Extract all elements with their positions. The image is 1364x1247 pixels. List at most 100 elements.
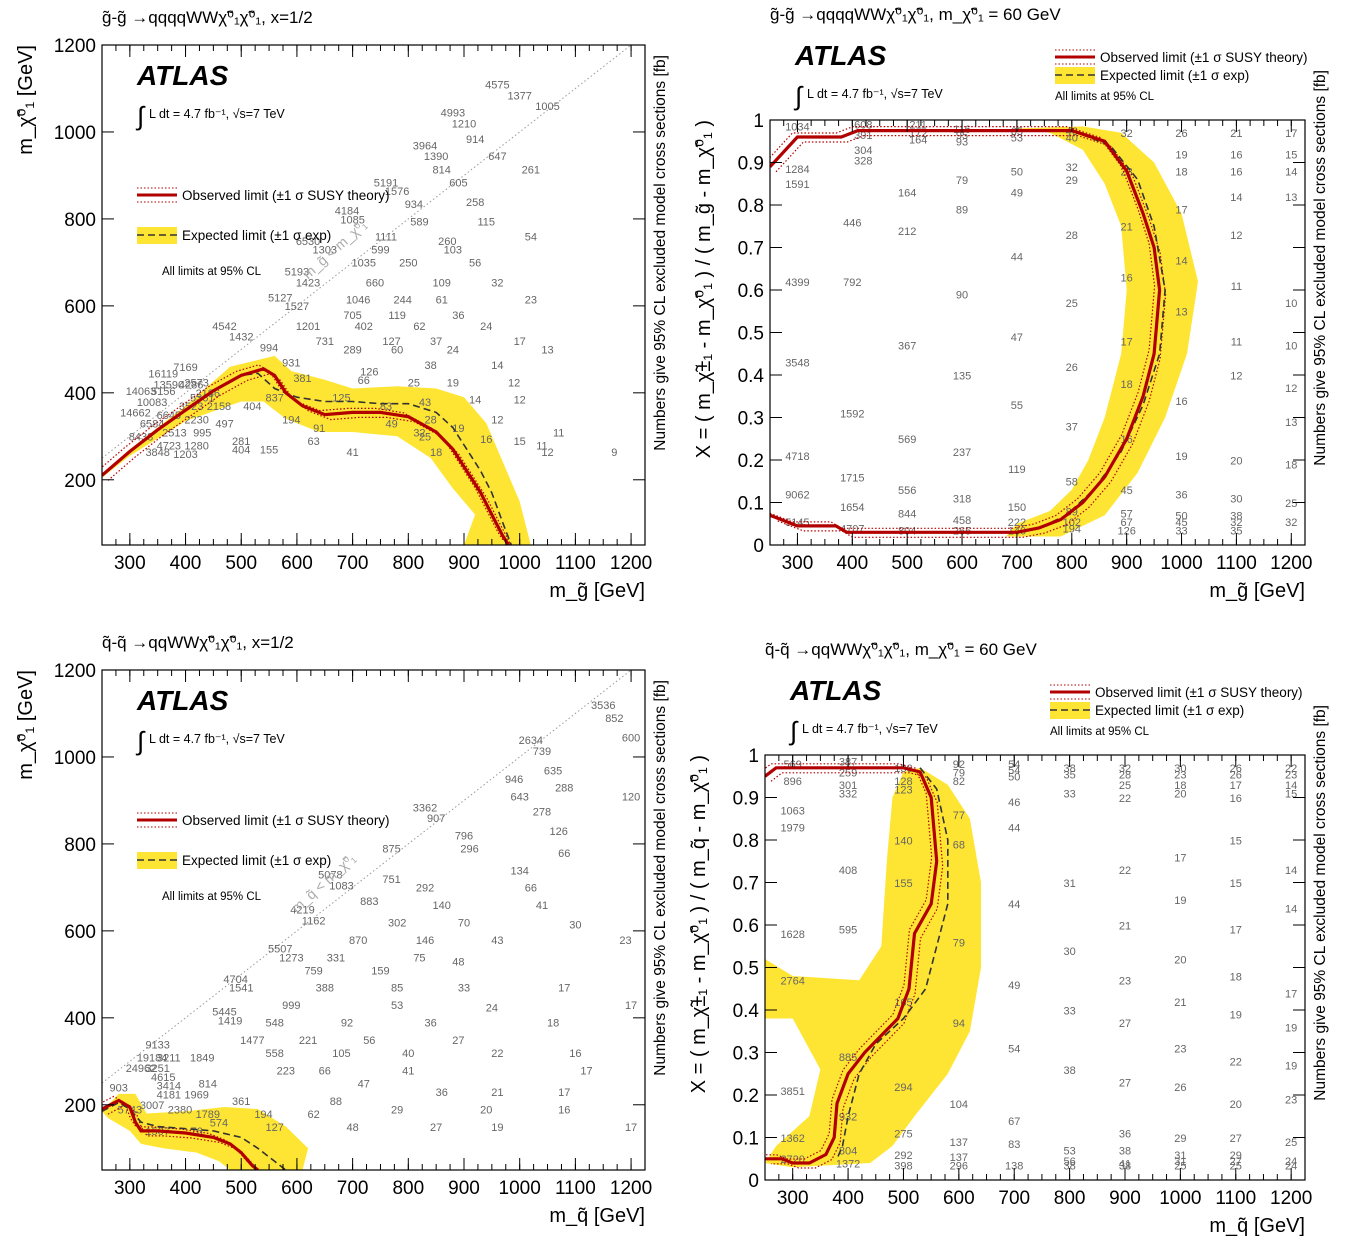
cross-section-number: 25: [419, 432, 431, 444]
legend-expected-text: Expected limit (±1 σ exp): [1100, 68, 1249, 83]
cross-section-number: 608: [854, 120, 872, 132]
cross-section-number: 25: [1066, 298, 1078, 310]
cross-section-number: 32: [491, 277, 503, 289]
x-tick-label: 900: [1111, 553, 1143, 574]
observed-minus-sigma: [770, 772, 944, 1169]
cross-section-number: 23: [1174, 769, 1186, 781]
x-tick-label: 900: [1109, 1188, 1141, 1209]
cross-section-number: 223: [277, 1065, 295, 1077]
cross-section-number: 12: [1230, 230, 1242, 242]
legend-cl-note: All limits at 95% CL: [1055, 91, 1155, 103]
x-tick-label: 300: [114, 1178, 146, 1199]
cross-section-number: 25: [1230, 1160, 1242, 1172]
x-axis-title: m_q̃ [GeV]: [549, 1205, 645, 1227]
legend-expected-band: [1050, 702, 1090, 719]
cross-section-number: 946: [505, 774, 523, 786]
cross-section-number: 41: [402, 1065, 414, 1077]
cross-section-number: 281: [232, 436, 250, 448]
cross-section-number: 79: [956, 175, 968, 187]
cross-section-number: 3362: [413, 802, 437, 814]
cross-section-number: 30: [1230, 494, 1242, 506]
cross-section-number: 13590: [154, 379, 185, 391]
cross-section-number: 2230: [184, 414, 208, 426]
x-tick-label: 1000: [499, 553, 541, 574]
lumi-text: L dt = 4.7 fb⁻¹, √s=7 TeV: [149, 107, 285, 121]
cross-section-number: 647: [488, 151, 506, 163]
cross-section-number: 17: [625, 1000, 637, 1012]
cross-section-number: 731: [316, 336, 334, 348]
cross-section-number: 66: [358, 375, 370, 387]
cross-section-number: 31: [1063, 878, 1075, 890]
cross-section-number: 301: [839, 780, 857, 792]
y-tick-label: 800: [64, 835, 96, 856]
cross-section-number: 17: [558, 983, 570, 995]
integral-sign: ∫: [788, 716, 799, 746]
x-tick-label: 900: [448, 1178, 480, 1199]
cross-section-number: 41: [1119, 1158, 1131, 1170]
cross-section-number: 20: [480, 1104, 492, 1116]
cross-section-number: 46: [1008, 797, 1020, 809]
atlas-label: ATLAS: [794, 40, 887, 71]
cross-section-number: 28: [1119, 769, 1131, 781]
z-axis-title: Numbers give 95% CL excluded model cross…: [1312, 705, 1329, 1101]
y-tick-label: 0.3: [738, 409, 764, 430]
cross-section-number: 1591: [785, 179, 809, 191]
cross-section-number: 814: [199, 1078, 217, 1090]
x-tick-label: 1100: [1215, 1188, 1256, 1209]
cross-section-number: 20: [1230, 455, 1242, 467]
cross-section-number: 804: [839, 1146, 857, 1158]
expected-limit-line: [102, 1101, 287, 1170]
cross-section-number: 635: [544, 765, 562, 777]
cross-section-number: 402: [355, 321, 373, 333]
cross-section-number: 4615: [151, 1072, 175, 1084]
y-tick-label: 400: [64, 1009, 96, 1030]
cross-section-number: 48: [452, 957, 464, 969]
cross-section-number: 21: [491, 1087, 503, 1099]
cross-section-number: 599: [371, 245, 389, 257]
cross-section-number: 12: [1285, 383, 1297, 395]
cross-section-number: 32: [413, 427, 425, 439]
x-tick-label: 1200: [1270, 1188, 1312, 1209]
cross-section-number: 212: [898, 226, 916, 238]
cross-section-number: 27: [1119, 1018, 1131, 1030]
cross-section-number: 35: [1230, 525, 1242, 537]
cross-section-number: 38: [1063, 763, 1075, 775]
cross-section-number: 244: [394, 295, 412, 307]
cross-section-number: 792: [843, 277, 861, 289]
cross-section-number: 102: [1063, 517, 1081, 529]
cross-section-number: 20: [1230, 1099, 1242, 1111]
cross-section-number: 38: [1119, 1160, 1131, 1172]
cross-section-number: 27: [1230, 1156, 1242, 1168]
cross-section-number: 31: [1174, 1156, 1186, 1168]
cross-section-number: 37: [1066, 421, 1078, 433]
cross-section-number: 222: [1008, 517, 1026, 529]
cross-section-number: 4542: [212, 321, 236, 333]
cross-section-number: 24962: [126, 1063, 157, 1075]
cross-section-number: 22: [1285, 763, 1297, 775]
cross-section-number: 11: [536, 440, 547, 452]
y-tick-label: 0.4: [738, 366, 765, 387]
cross-section-number: 47: [358, 1078, 370, 1090]
atlas-label: ATLAS: [789, 675, 882, 706]
y-tick-label: 1000: [54, 123, 96, 144]
cross-section-number: 4181: [157, 1089, 181, 1101]
cross-section-number: 15: [1230, 878, 1242, 890]
cross-section-number: 17: [1285, 988, 1297, 1000]
cross-section-number: 66: [319, 1065, 331, 1077]
cross-section-number: 17: [1175, 205, 1187, 217]
x-tick-label: 1100: [555, 553, 596, 574]
cross-section-number: 103: [444, 245, 462, 257]
cross-section-number: 705: [343, 310, 361, 322]
cross-section-number: 94: [953, 1018, 965, 1030]
cross-section-number: 1085: [340, 214, 364, 226]
legend-observed-text: Observed limit (±1 σ SUSY theory): [182, 188, 390, 203]
cross-section-number: 361: [232, 1096, 250, 1108]
cross-section-number: 1592: [840, 409, 864, 421]
cross-section-number: 18: [1285, 460, 1297, 472]
cross-section-number: 63: [308, 436, 320, 448]
cross-section-number: 458: [953, 515, 971, 527]
x-tick-label: 1000: [1160, 553, 1202, 574]
y-axis-title: m_χ̃⁰₁ [GeV]: [15, 45, 37, 155]
y-tick-label: 400: [64, 384, 96, 405]
plot-title: g̃-g̃ →qqqqWWχ̃⁰₁χ̃⁰₁, x=1/2: [102, 8, 313, 27]
